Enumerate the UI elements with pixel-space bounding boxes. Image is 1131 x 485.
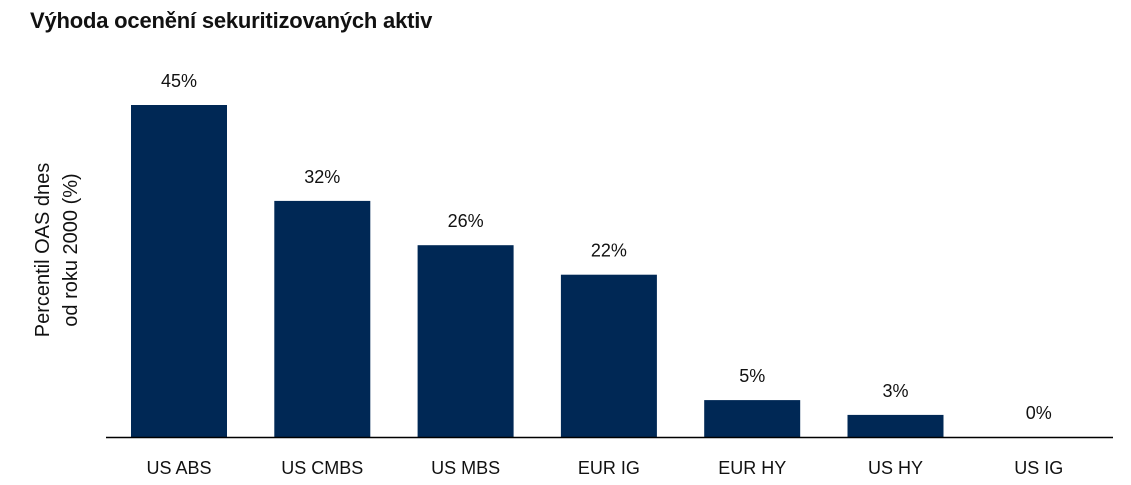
bar-eur-ig	[560, 274, 657, 437]
bar-us-abs	[131, 105, 227, 437]
data-label: 45%	[161, 71, 197, 91]
data-labels: 45% 32% 26% 22% 5% 3% 0%	[161, 71, 1052, 423]
chart-title: Výhoda ocenění sekuritizovaných aktiv	[30, 8, 433, 33]
y-axis-label: Percentil OAS dnes od roku 2000 (%)	[32, 163, 82, 338]
y-axis-label-line: od roku 2000 (%)	[60, 173, 82, 326]
bars	[131, 105, 944, 437]
x-tick-label: US IG	[1014, 458, 1063, 478]
data-label: 26%	[448, 211, 484, 231]
data-label: 3%	[882, 381, 908, 401]
x-tick-label: EUR IG	[578, 458, 640, 478]
x-tick-labels: US ABS US CMBS US MBS EUR IG EUR HY US HY US I…	[146, 458, 1063, 478]
bar-us-cmbs	[274, 200, 371, 437]
bar-us-mbs	[417, 245, 514, 437]
data-label: 22%	[591, 241, 627, 261]
bar-us-hy	[847, 414, 944, 437]
x-tick-label: US CMBS	[281, 458, 363, 478]
data-label: 0%	[1026, 403, 1052, 423]
x-tick-label: EUR HY	[718, 458, 786, 478]
bar-eur-hy	[704, 400, 801, 437]
x-tick-label: US HY	[868, 458, 923, 478]
x-tick-label: US MBS	[431, 458, 500, 478]
y-axis-label-line: Percentil OAS dnes	[32, 163, 54, 338]
data-label: 5%	[739, 366, 765, 386]
data-label: 32%	[304, 167, 340, 187]
x-tick-label: US ABS	[146, 458, 211, 478]
